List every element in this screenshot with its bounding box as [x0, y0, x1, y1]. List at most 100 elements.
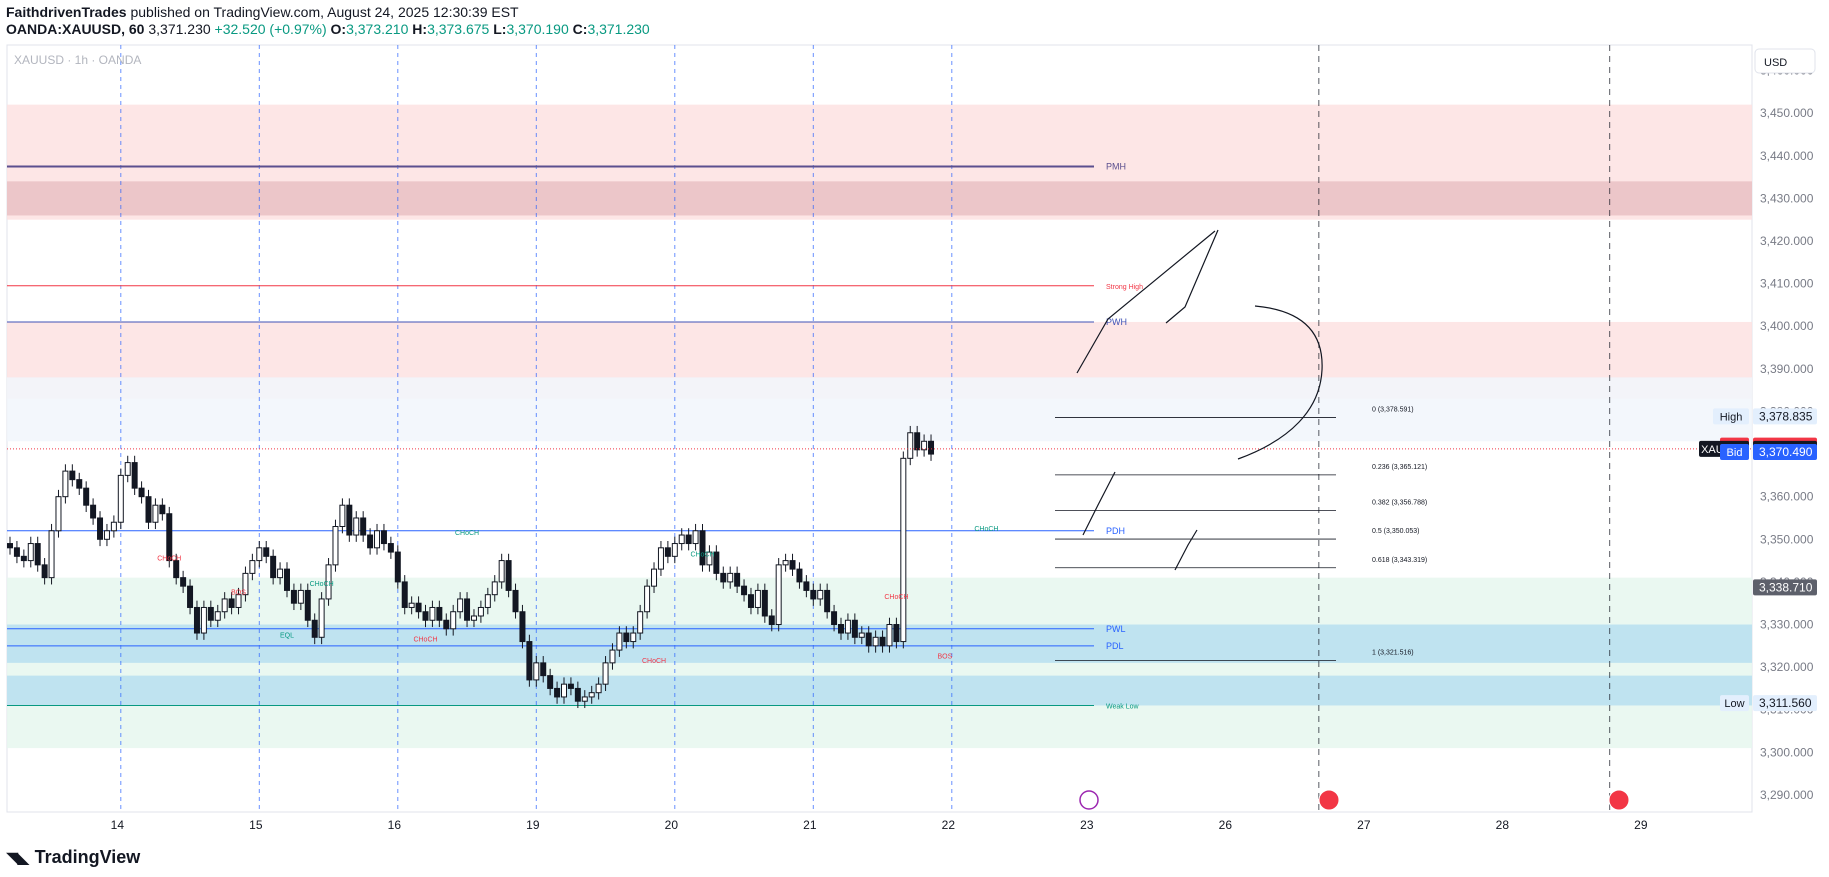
- y-tick-3290: 3,290.000: [1760, 788, 1814, 802]
- candle-body-11: [83, 487, 90, 506]
- close-value: 3,371.230: [587, 21, 650, 37]
- candle-body-88: [616, 632, 623, 651]
- close-label: C:: [572, 21, 588, 37]
- candle-body-14: [103, 530, 110, 540]
- low-label: L:: [493, 21, 507, 37]
- candle-body-116: [810, 589, 817, 600]
- candle-body-93: [651, 568, 658, 587]
- candle-body-23: [166, 513, 173, 562]
- candle-body-13: [97, 517, 104, 540]
- candle-body-69: [484, 594, 491, 608]
- y-tick-3440: 3,440.000: [1760, 149, 1814, 163]
- tradingview-brand: TradingView: [34, 847, 141, 867]
- y-tick-3420: 3,420.000: [1760, 234, 1814, 248]
- candle-body-49: [346, 504, 353, 536]
- candle-body-63: [443, 619, 450, 630]
- candle-body-40: [284, 568, 290, 591]
- candle-body-106: [741, 585, 748, 596]
- candle-body-19: [138, 487, 145, 498]
- candle-body-131: [914, 432, 921, 451]
- candle-body-71: [498, 560, 505, 583]
- candle-body-50: [353, 517, 360, 536]
- candle-body-105: [734, 572, 741, 587]
- candle-body-41: [290, 589, 297, 604]
- candle-body-45: [318, 598, 325, 638]
- candle-body-46: [325, 564, 332, 600]
- y-tick-3300: 3,300.000: [1760, 745, 1814, 759]
- candle-body-70: [491, 581, 498, 596]
- candle-body-91: [637, 611, 644, 634]
- candle-body-17: [124, 462, 131, 476]
- candle-body-74: [519, 611, 526, 643]
- y-tick-3410: 3,410.000: [1760, 277, 1814, 291]
- level-label-pmh: PMH: [1106, 161, 1126, 171]
- candle-body-76: [533, 662, 540, 681]
- published-text: published on TradingView.com, August 24,…: [130, 4, 519, 20]
- candle-body-16: [117, 474, 124, 523]
- candle-body-101: [706, 551, 713, 566]
- candle-body-108: [754, 589, 761, 608]
- currency-box: [1754, 48, 1816, 74]
- candle-body-43: [304, 589, 311, 621]
- projection-zigzag: [1165, 229, 1219, 324]
- candle-body-95: [664, 547, 671, 557]
- structure-label-1: BOS: [231, 590, 246, 597]
- candle-body-35: [249, 560, 256, 574]
- x-tick-15: 15: [249, 818, 263, 832]
- candle-body-44: [311, 619, 318, 638]
- candle-body-82: [574, 687, 581, 702]
- price-marker-label-3: Bid: [1727, 447, 1743, 459]
- candle-body-6: [48, 530, 55, 579]
- candle-body-126: [879, 636, 886, 647]
- candle-body-48: [339, 504, 346, 528]
- candle-body-128: [893, 624, 900, 643]
- candle-body-102: [713, 551, 720, 574]
- structure-label-5: EQL: [280, 632, 294, 639]
- candle-body-123: [858, 632, 865, 638]
- x-tick-16: 16: [388, 818, 402, 832]
- x-tick-14: 14: [111, 818, 125, 832]
- candle-body-98: [685, 534, 692, 545]
- y-tick-3320: 3,320.000: [1760, 660, 1814, 674]
- candle-body-37: [263, 547, 270, 557]
- y-tick-3450: 3,450.000: [1760, 106, 1814, 120]
- candle-body-9: [69, 470, 76, 481]
- candle-body-65: [457, 598, 464, 613]
- candle-body-34: [242, 572, 249, 596]
- event-icon-us-flag-2: [1608, 789, 1630, 811]
- projection-drop-1: [1082, 471, 1116, 536]
- structure-label-4: CHoCH: [455, 530, 479, 537]
- candle-body-39: [277, 568, 284, 579]
- candle-body-3: [27, 543, 34, 562]
- y-tick-3400: 3,400.000: [1760, 319, 1814, 333]
- price-marker-tag-5: [1720, 695, 1749, 712]
- candle-body-59: [415, 602, 422, 613]
- price-marker-box-3: [1753, 443, 1817, 460]
- candle-body-55: [387, 543, 394, 553]
- candle-body-42: [297, 589, 304, 604]
- price-marker-value-5: 3,311.560: [1759, 696, 1812, 710]
- level-label-weak-low: Weak Low: [1106, 703, 1139, 710]
- level-label-pdl: PDL: [1106, 641, 1124, 651]
- candle-body-26: [187, 585, 194, 608]
- fib-label-0: 0 (3,378.591): [1372, 406, 1414, 413]
- y-tick-3330: 3,330.000: [1760, 618, 1814, 632]
- currency-label: USD: [1764, 57, 1787, 69]
- price-chart[interactable]: PMH Strong High PWH PDH PWL PDL Weak Low 0 (3,3…: [0, 0, 1829, 840]
- x-tick-19: 19: [526, 818, 540, 832]
- candle-body-21: [152, 504, 159, 523]
- event-icon-lightning: [1079, 790, 1099, 810]
- symbol-label: OANDA:XAUUSD, 60: [6, 21, 145, 37]
- fib-label-4: 0.618 (3,343.319): [1372, 557, 1427, 564]
- candle-body-28: [200, 606, 207, 634]
- candle-body-114: [796, 568, 803, 583]
- high-label: H:: [412, 21, 428, 37]
- candle-body-53: [374, 530, 381, 549]
- candle-body-111: [775, 564, 782, 626]
- candle-body-66: [464, 598, 471, 621]
- candle-body-64: [450, 611, 457, 630]
- candle-body-86: [602, 662, 609, 685]
- price-marker-box-4: [1753, 579, 1817, 596]
- structure-label-2: CHoCH: [310, 581, 334, 588]
- x-tick-21: 21: [803, 818, 817, 832]
